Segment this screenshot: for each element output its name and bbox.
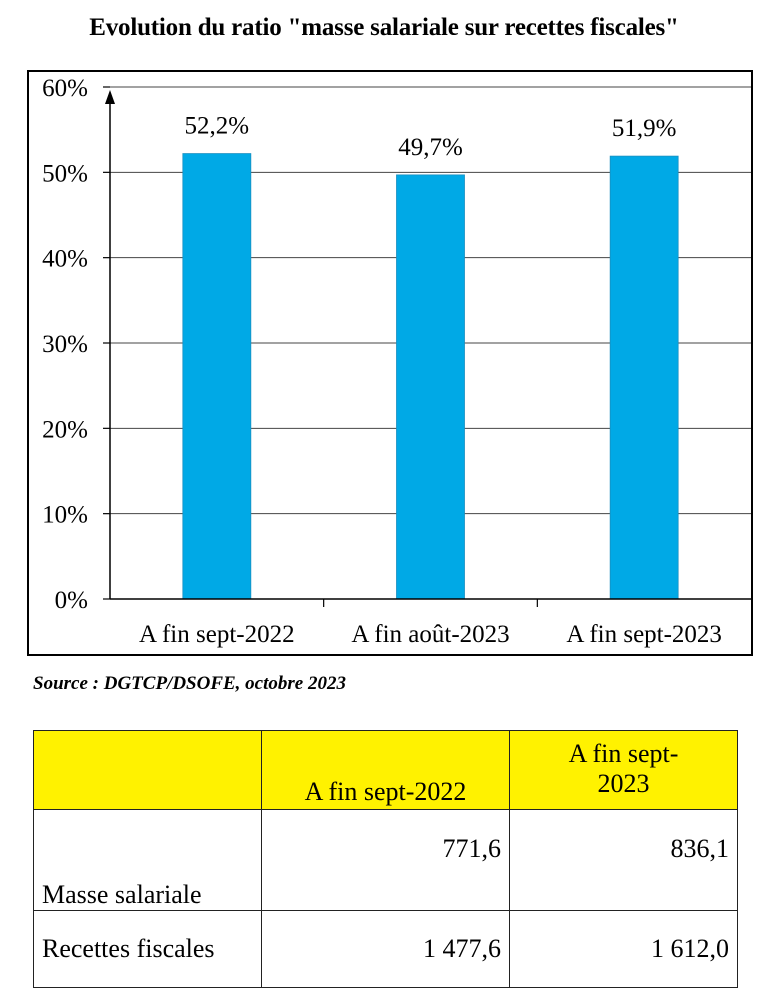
y-tick-label: 0% — [55, 587, 88, 614]
bar-value-label: 49,7% — [398, 134, 463, 161]
row-label-recettes-fiscales: Recettes fiscales — [33, 910, 262, 988]
cell-recettes-2022: 1 477,6 — [261, 910, 510, 988]
chart-title: Evolution du ratio "masse salariale sur … — [89, 14, 679, 41]
y-tick-label: 10% — [42, 502, 88, 529]
bar — [396, 174, 465, 600]
cell-masse-2022: 771,6 — [261, 809, 510, 911]
bar — [182, 153, 252, 600]
cell-recettes-2023: 1 612,0 — [509, 910, 738, 988]
chart-svg: 0% 10% 20% 30% 40% 50% 60% 52,2% A fin sept-202… — [27, 70, 753, 656]
table-row: Masse salariale 771,6 836,1 — [33, 809, 738, 911]
y-axis-arrow — [105, 90, 115, 104]
row-label-masse-salariale: Masse salariale — [33, 809, 262, 911]
bar-chart: 0% 10% 20% 30% 40% 50% 60% 52,2% A fin sept-202… — [27, 70, 753, 656]
y-tick-label: 20% — [42, 416, 88, 443]
source-note: Source : DGTCP/DSOFE, octobre 2023 — [33, 673, 346, 694]
table-header-2023: A fin sept- 2023 — [509, 730, 738, 810]
bar-value-label: 52,2% — [185, 113, 250, 140]
data-table: A fin sept-2022 A fin sept- 2023 Masse s… — [33, 730, 738, 988]
cell-masse-2023: 836,1 — [509, 809, 738, 911]
bar-value-label: 51,9% — [612, 115, 677, 142]
table-header-row: A fin sept-2022 A fin sept- 2023 — [33, 730, 738, 810]
y-tick-label: 40% — [42, 246, 88, 273]
bar — [609, 155, 679, 600]
y-tick-label: 50% — [42, 160, 88, 187]
y-tick-label: 60% — [42, 75, 88, 102]
table-row: Recettes fiscales 1 477,6 1 612,0 — [33, 910, 738, 988]
x-tick-label: A fin sept-2022 — [139, 621, 295, 648]
table-header-2022: A fin sept-2022 — [261, 730, 510, 810]
x-tick-label: A fin sept-2023 — [566, 621, 722, 648]
y-tick-label: 30% — [42, 331, 88, 358]
x-tick-label: A fin août-2023 — [351, 621, 509, 648]
table-header-empty — [33, 730, 262, 810]
